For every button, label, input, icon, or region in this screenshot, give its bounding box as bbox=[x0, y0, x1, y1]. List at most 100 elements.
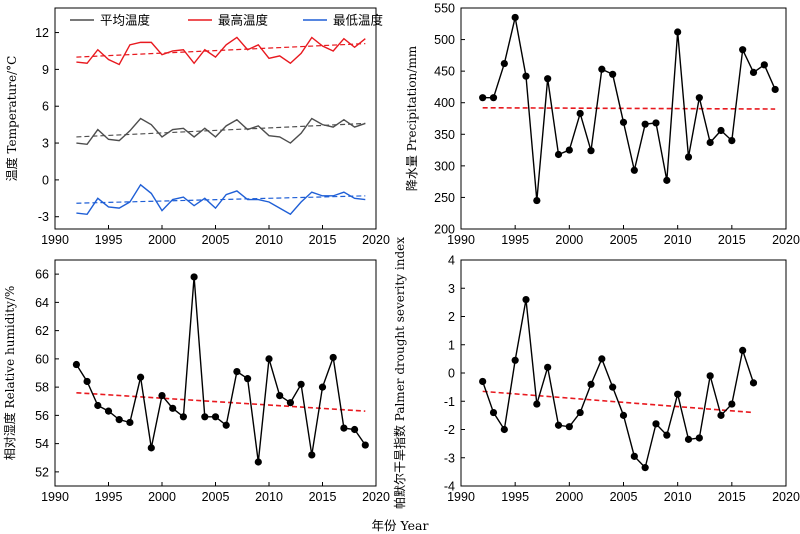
x-tick-label: 1990 bbox=[41, 233, 69, 247]
data-point bbox=[329, 353, 337, 362]
legend-label: 平均温度 bbox=[100, 13, 151, 28]
y-tick-label: 56 bbox=[35, 409, 49, 423]
data-point bbox=[308, 451, 316, 459]
data-point bbox=[147, 444, 155, 452]
data-point bbox=[619, 118, 628, 126]
x-tick-label: 2000 bbox=[555, 490, 583, 504]
data-point bbox=[587, 380, 595, 388]
data-point bbox=[533, 400, 541, 408]
data-point bbox=[179, 413, 187, 421]
data-point bbox=[760, 61, 768, 69]
data-point bbox=[511, 13, 519, 22]
series-line bbox=[76, 183, 366, 216]
series-line bbox=[75, 276, 366, 463]
y-tick-label: 300 bbox=[434, 159, 455, 173]
x-tick-label: 2015 bbox=[309, 490, 337, 504]
y-tick-label: 62 bbox=[35, 324, 49, 338]
y-tick-label: 2 bbox=[448, 310, 455, 324]
x-tick-label: 2015 bbox=[718, 233, 746, 247]
y-tick-label: 450 bbox=[434, 65, 455, 79]
data-point bbox=[479, 377, 487, 386]
data-point bbox=[587, 147, 595, 155]
x-tick-label: 1990 bbox=[41, 490, 69, 504]
data-point bbox=[489, 408, 498, 417]
data-point bbox=[297, 380, 305, 388]
x-tick-label: 2015 bbox=[309, 233, 337, 247]
y-tick-label: 9 bbox=[42, 63, 49, 77]
y-tick-label: 12 bbox=[35, 26, 49, 40]
trend-line bbox=[482, 106, 776, 110]
y-tick-label: 500 bbox=[434, 33, 455, 47]
y-tick-label: 60 bbox=[35, 352, 49, 366]
x-tick-label: 2005 bbox=[610, 490, 638, 504]
x-tick-label: 2015 bbox=[718, 490, 746, 504]
chart-panel-pdsi: 1990 1995 2000 2005 2010 2015 2020 -4 -3 -2 -1 0 1 2 3… bbox=[392, 237, 800, 509]
x-tick-label: 1990 bbox=[447, 490, 475, 504]
y-tick-label: 350 bbox=[434, 128, 455, 142]
x-tick-label: 2010 bbox=[255, 490, 283, 504]
x-tick-label: 1995 bbox=[501, 233, 529, 247]
data-point bbox=[663, 431, 671, 439]
data-point bbox=[233, 367, 241, 376]
x-tick-label: 2005 bbox=[610, 233, 638, 247]
data-point bbox=[361, 441, 369, 449]
data-point bbox=[83, 377, 91, 386]
y-tick-label: 400 bbox=[434, 96, 455, 110]
data-point bbox=[641, 464, 649, 472]
y-tick-label: 200 bbox=[434, 223, 455, 237]
data-point bbox=[674, 28, 682, 36]
y-tick-label: 550 bbox=[434, 2, 455, 16]
x-tick-label: 2020 bbox=[362, 490, 390, 504]
y-tick-label: -1 bbox=[444, 395, 455, 409]
data-point bbox=[222, 421, 230, 429]
data-point bbox=[728, 137, 736, 145]
y-axis-title: 相对湿度 Relative humidity/% bbox=[2, 286, 17, 461]
x-tick-label: 2005 bbox=[202, 490, 230, 504]
data-point bbox=[641, 120, 649, 128]
data-point bbox=[674, 390, 682, 398]
data-point bbox=[254, 458, 262, 466]
data-point bbox=[286, 399, 294, 407]
series-line bbox=[482, 299, 755, 470]
data-point bbox=[115, 416, 123, 424]
y-tick-label: 4 bbox=[448, 254, 455, 268]
x-tick-label: 2010 bbox=[255, 233, 283, 247]
data-point bbox=[211, 413, 220, 421]
data-point bbox=[706, 138, 714, 147]
data-point bbox=[749, 68, 758, 77]
data-point bbox=[554, 150, 563, 159]
data-point bbox=[630, 166, 638, 174]
data-point bbox=[739, 46, 747, 54]
y-tick-label: 66 bbox=[35, 268, 49, 282]
data-point bbox=[126, 418, 134, 427]
data-point bbox=[728, 400, 736, 408]
y-tick-label: 64 bbox=[35, 296, 49, 310]
data-point bbox=[276, 392, 284, 400]
y-axis-title: 帕默尔干旱指数 Palmer drought severity index bbox=[392, 237, 407, 509]
data-point bbox=[318, 383, 327, 391]
x-tick-label: 2010 bbox=[664, 233, 692, 247]
series-line bbox=[482, 17, 776, 201]
y-tick-label: 54 bbox=[35, 437, 49, 451]
y-tick-label: 0 bbox=[448, 367, 455, 381]
y-tick-label: 3 bbox=[42, 137, 49, 151]
data-point bbox=[522, 295, 530, 304]
trend-line bbox=[76, 195, 366, 204]
data-point bbox=[749, 379, 758, 387]
y-tick-label: 1 bbox=[448, 338, 455, 352]
data-point bbox=[684, 435, 693, 443]
y-axis-title: 温度 Temperature/°C bbox=[4, 56, 19, 182]
x-tick-label: 2020 bbox=[772, 233, 800, 247]
data-point bbox=[663, 176, 671, 184]
data-point bbox=[340, 424, 348, 432]
legend-label: 最低温度 bbox=[333, 13, 384, 28]
data-point bbox=[511, 356, 519, 364]
data-point bbox=[265, 355, 273, 363]
trend-line bbox=[482, 390, 754, 414]
series-line bbox=[76, 117, 366, 146]
data-point bbox=[771, 85, 779, 94]
data-point bbox=[489, 94, 498, 102]
chart-panel-humidity: 1990 1995 2000 2005 2010 2015 2020 52 54 56 58 60 62… bbox=[2, 259, 390, 504]
data-point bbox=[652, 119, 660, 127]
data-point bbox=[533, 196, 541, 205]
